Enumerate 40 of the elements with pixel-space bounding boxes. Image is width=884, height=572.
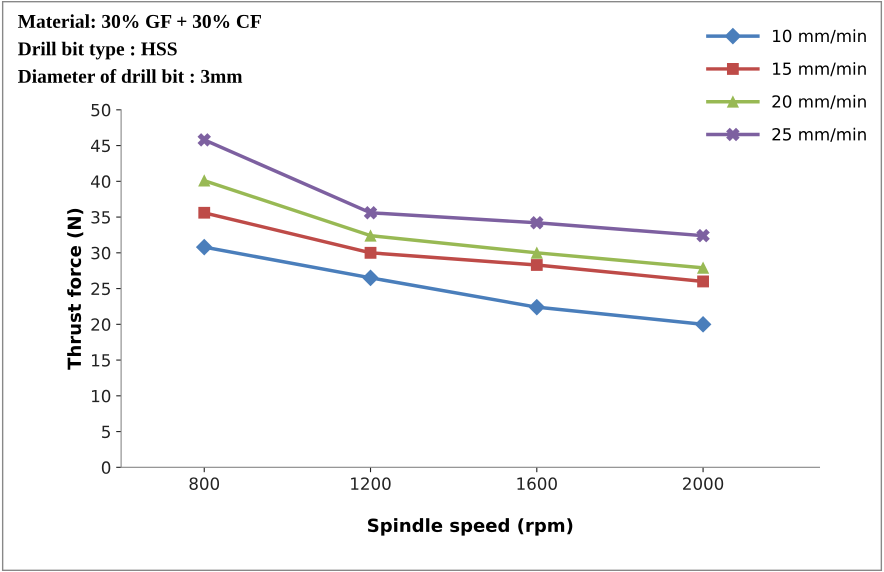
x-tick-label: 800 [189, 477, 220, 490]
y-tick-label: 45 [90, 140, 110, 152]
x-tick-label: 1200 [351, 477, 391, 490]
point [697, 276, 709, 288]
text: Diameter of drill bit : 3mm [18, 69, 242, 83]
point [530, 246, 543, 259]
point [530, 216, 544, 230]
y-tick-label: 50 [91, 104, 110, 116]
x-tick-label: 1600 [517, 477, 557, 490]
y-tick-label: 30 [91, 246, 110, 260]
y-axis-title: Thrust force (N) [67, 208, 84, 370]
point [694, 316, 712, 333]
point [362, 270, 379, 286]
x-axis-title: Spindle speed (rpm) [368, 518, 572, 536]
text: Material: 30% GF + 30% CF [18, 14, 261, 28]
point [528, 298, 546, 316]
legend-label: 20 mm/min [772, 94, 866, 110]
point [697, 262, 709, 274]
point [196, 238, 212, 256]
point [198, 133, 211, 146]
y-tick-label: 35 [91, 211, 110, 224]
y-tick-label: 25 [91, 282, 110, 296]
legend-label: 25 mm/min [772, 128, 866, 142]
y-tick-label: 20 [91, 318, 110, 331]
point [364, 246, 376, 259]
y-tick-label: 5 [102, 426, 110, 438]
text: Drill bit type : HSS [18, 42, 177, 60]
legend-label: 15 mm/min [773, 62, 866, 76]
point [530, 259, 543, 271]
point [696, 229, 710, 242]
y-tick-label: 40 [90, 175, 110, 188]
y-tick-label: 10 [92, 390, 110, 402]
point [364, 206, 378, 220]
y-tick-label: 15 [92, 354, 110, 367]
y-tick-label: 0 [102, 461, 110, 474]
legend-label: 10 mm/min [773, 29, 866, 44]
x-tick-label: 2000 [683, 477, 724, 490]
point [198, 174, 210, 187]
point [364, 230, 376, 242]
point [198, 206, 210, 219]
